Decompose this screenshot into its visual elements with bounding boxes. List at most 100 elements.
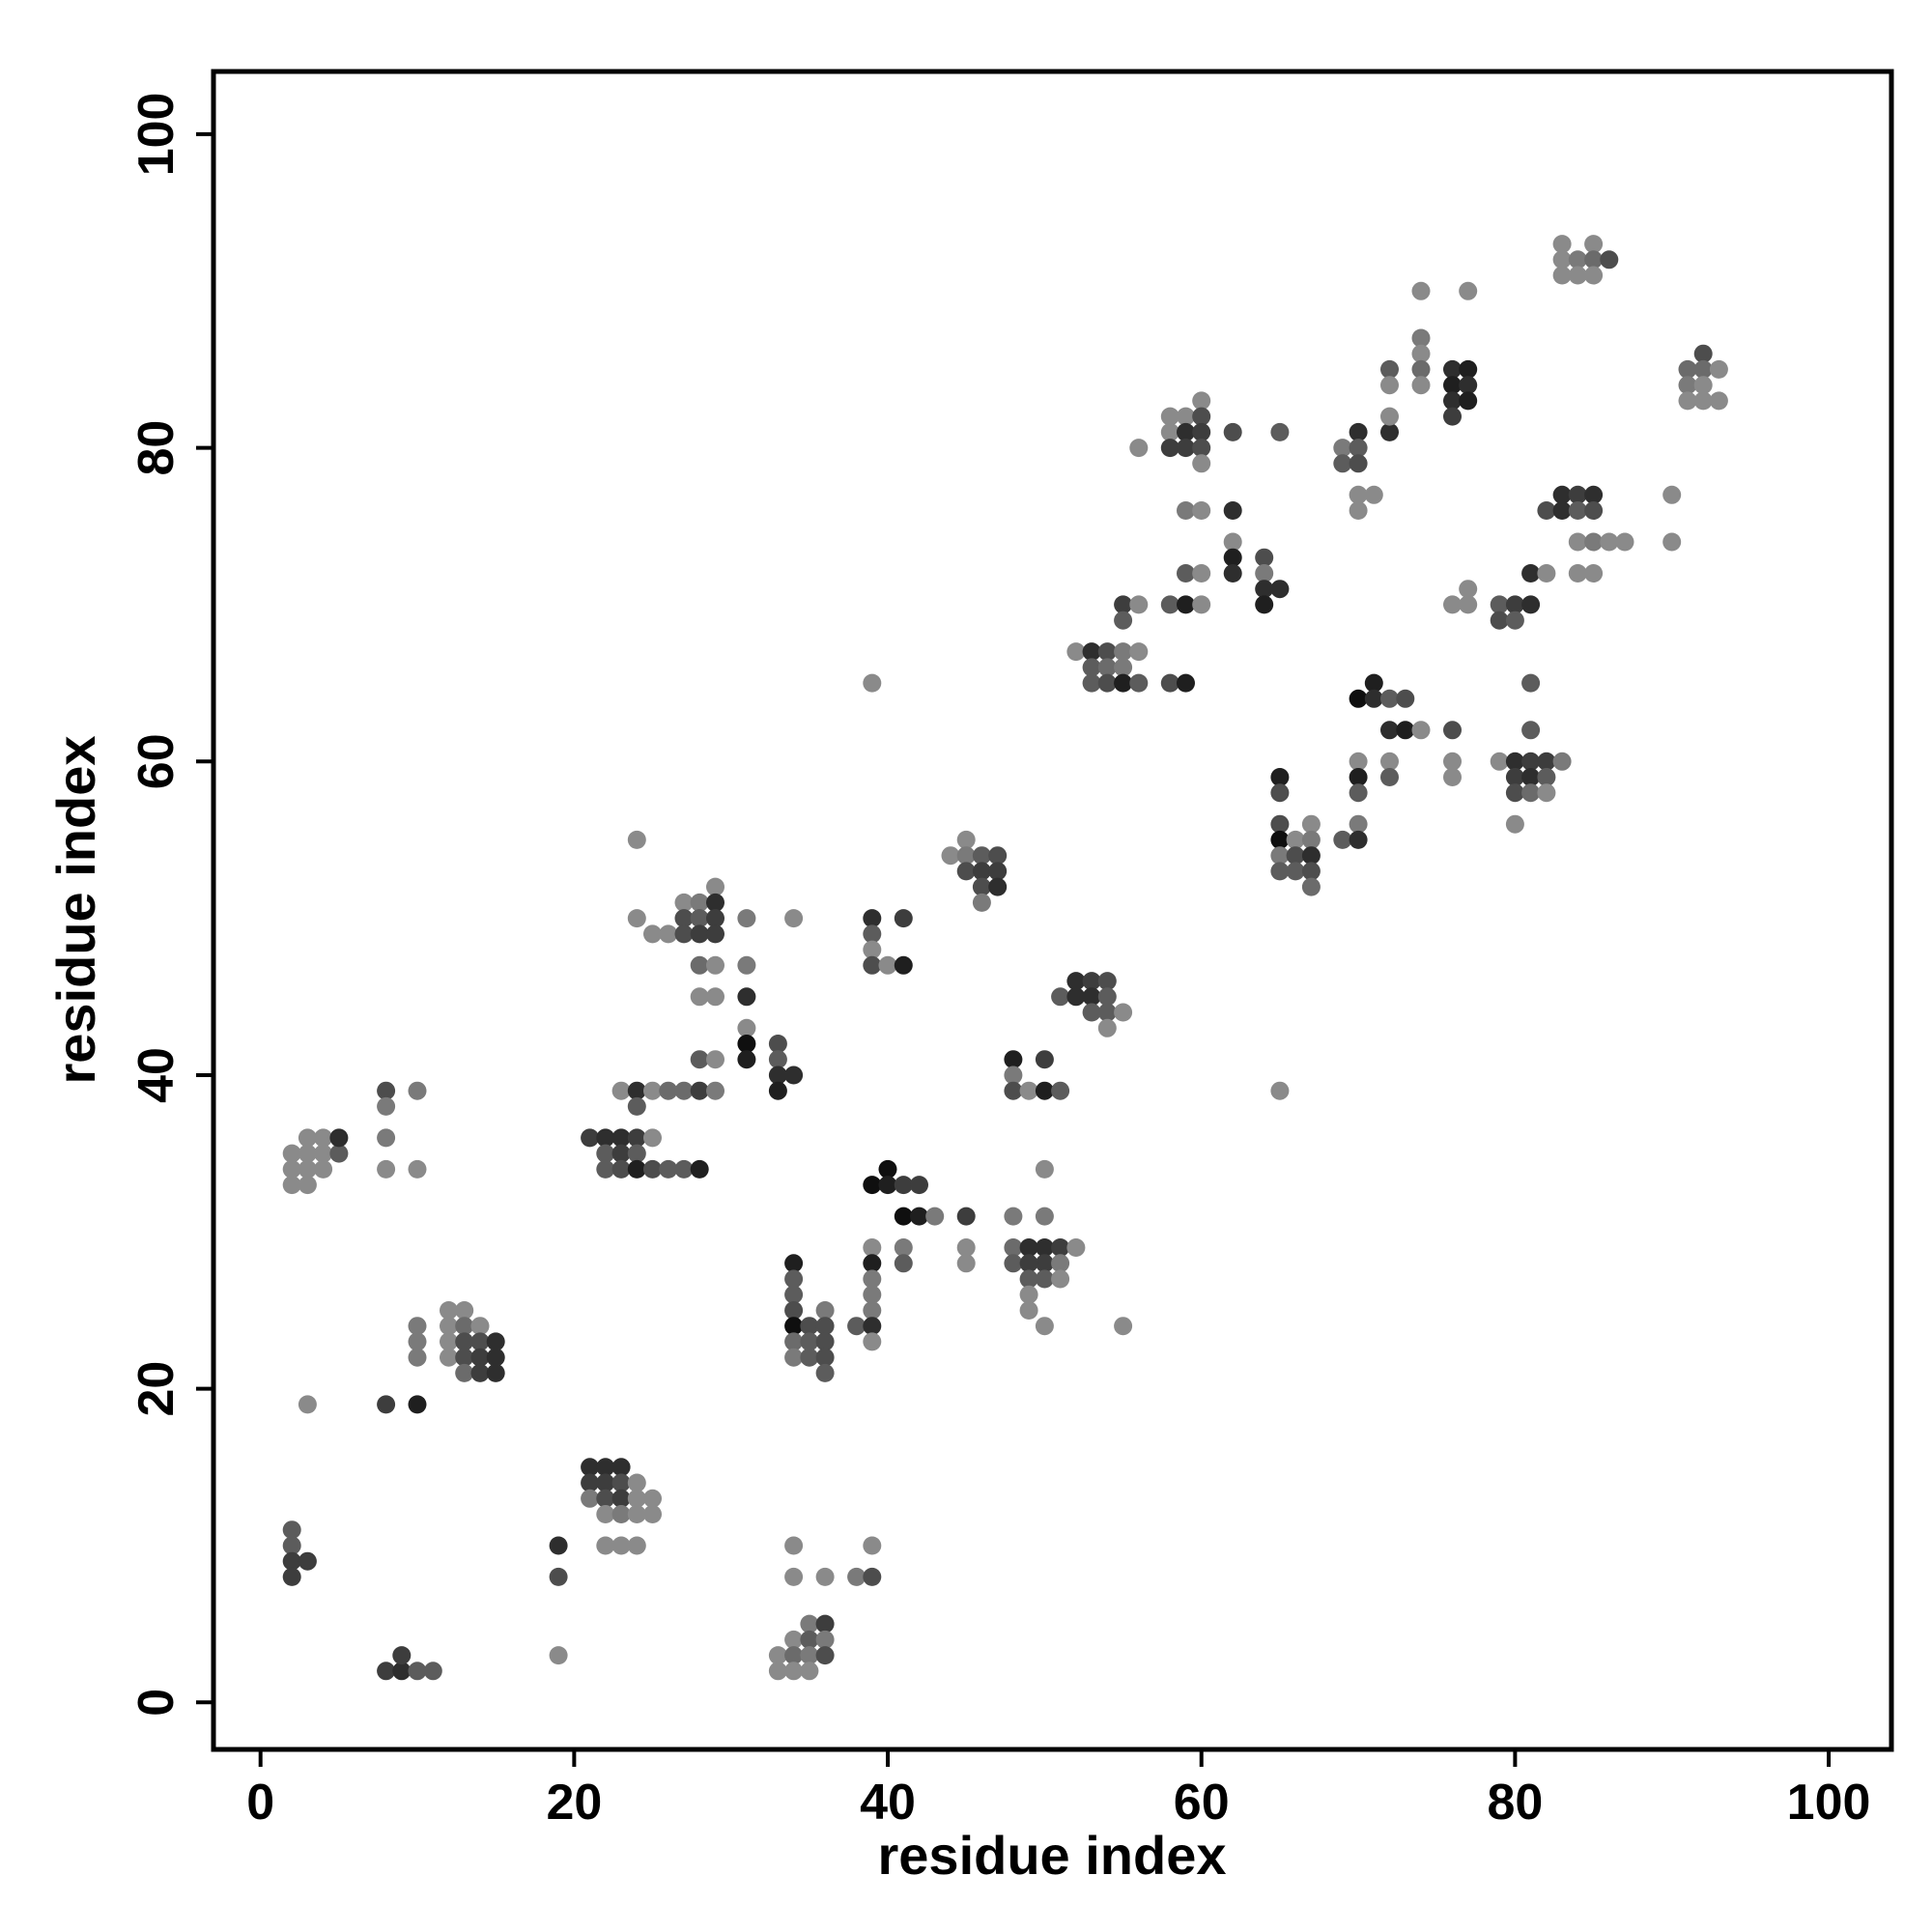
data-point (878, 1176, 897, 1195)
data-point (956, 830, 976, 849)
data-point (596, 1458, 615, 1477)
data-point (627, 1536, 646, 1555)
data-point (894, 909, 913, 928)
data-point (627, 1505, 646, 1523)
data-point (282, 1176, 301, 1195)
data-point (1693, 344, 1713, 363)
data-point (596, 1144, 615, 1163)
data-point (1097, 987, 1117, 1007)
data-point (690, 909, 709, 928)
data-point (784, 1269, 804, 1289)
data-point (1255, 580, 1274, 599)
data-point (1114, 595, 1133, 614)
data-point (1693, 376, 1713, 395)
data-point (627, 909, 646, 928)
data-point (1097, 1018, 1117, 1037)
data-point (1097, 658, 1117, 677)
data-point (1019, 1269, 1038, 1289)
data-point (611, 1458, 631, 1477)
data-point (377, 1159, 396, 1179)
data-point (972, 862, 991, 881)
data-point (611, 1505, 631, 1523)
data-point (1568, 266, 1587, 285)
data-point (1192, 595, 1211, 614)
data-point (611, 1159, 631, 1179)
data-point (1521, 721, 1541, 740)
data-point (1270, 814, 1290, 834)
data-point (377, 1395, 396, 1414)
data-point (1177, 595, 1195, 614)
data-point (674, 909, 694, 928)
data-point (894, 1207, 913, 1226)
data-point (768, 1081, 787, 1100)
data-point (440, 1301, 458, 1320)
data-point (1019, 1301, 1038, 1320)
data-point (1411, 328, 1431, 348)
data-point (440, 1348, 458, 1367)
data-point (988, 846, 1008, 866)
data-point (1505, 611, 1524, 630)
data-point (800, 1614, 819, 1634)
data-point (1192, 422, 1211, 441)
data-point (1709, 359, 1728, 379)
data-point (1082, 1003, 1101, 1022)
data-point (1568, 250, 1587, 270)
data-point (1380, 376, 1399, 395)
data-point (1223, 501, 1242, 520)
data-point (1568, 564, 1587, 582)
data-point (815, 1363, 835, 1382)
data-point (1333, 830, 1352, 849)
data-point (596, 1489, 615, 1508)
data-point (863, 673, 882, 693)
data-point (910, 1176, 928, 1195)
x-tick-label: 20 (546, 1775, 602, 1831)
data-point (643, 1505, 662, 1523)
data-point (377, 1662, 396, 1681)
data-point (706, 924, 724, 944)
data-point (1301, 877, 1321, 896)
data-point (455, 1301, 474, 1320)
data-point (737, 1050, 756, 1069)
data-point (690, 1159, 709, 1179)
data-point (768, 1662, 787, 1681)
data-point (863, 909, 882, 928)
data-point (1615, 532, 1634, 552)
data-point (784, 1285, 804, 1304)
data-point (1505, 595, 1524, 614)
data-point (659, 924, 678, 944)
data-point (863, 924, 882, 944)
data-point (1537, 501, 1556, 520)
data-point (1505, 814, 1524, 834)
plot-frame (211, 69, 1894, 1752)
data-point (1411, 376, 1431, 395)
data-point (1380, 721, 1399, 740)
data-point (1223, 532, 1242, 552)
data-point (1443, 721, 1462, 740)
data-point (1380, 407, 1399, 426)
data-point (1349, 439, 1368, 458)
data-point (1380, 422, 1399, 441)
data-point (1177, 407, 1195, 426)
data-point (690, 1050, 709, 1069)
data-point (377, 1081, 396, 1100)
data-point (659, 1081, 678, 1100)
data-point (392, 1646, 412, 1665)
data-point (470, 1363, 490, 1382)
data-point (1270, 768, 1290, 786)
data-point (815, 1646, 835, 1665)
data-point (1114, 673, 1133, 693)
data-point (1004, 1065, 1023, 1085)
data-point (440, 1317, 458, 1336)
data-point (1552, 752, 1572, 771)
data-point (298, 1395, 317, 1414)
data-point (1459, 595, 1478, 614)
data-point (1584, 485, 1604, 504)
data-point (549, 1646, 568, 1665)
data-point (627, 1489, 646, 1508)
data-point (596, 1505, 615, 1523)
data-point (1035, 1050, 1054, 1069)
data-point (627, 1473, 646, 1492)
data-point (768, 1646, 787, 1665)
data-point (470, 1332, 490, 1351)
data-point (1380, 689, 1399, 708)
